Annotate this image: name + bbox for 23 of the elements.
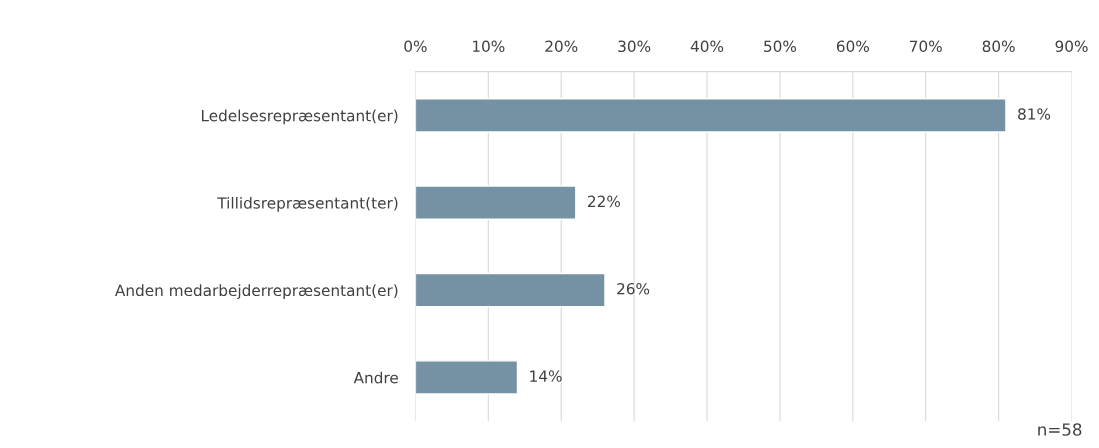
x-tick-label: 60% xyxy=(836,40,869,53)
y-tick-label: Ledelsesrepræsentant(er) xyxy=(201,109,398,125)
x-tick-label: 10% xyxy=(473,40,505,53)
y-tick-label: Tillidsrepræsentant(ter) xyxy=(217,196,398,212)
data-label: 14% xyxy=(530,370,562,382)
data-label: 26% xyxy=(617,282,650,295)
x-tick-label: 20% xyxy=(545,40,578,53)
bar xyxy=(415,98,1007,133)
x-tick-label: 40% xyxy=(690,40,724,53)
data-label: 81% xyxy=(1018,108,1051,120)
y-tick-label: Andre xyxy=(353,371,398,384)
text: n=58 xyxy=(1038,423,1082,436)
bar xyxy=(415,272,606,308)
x-tick-label: 90% xyxy=(1055,40,1088,53)
data-label: 22% xyxy=(588,195,621,208)
bar xyxy=(415,185,577,221)
x-tick-label: 70% xyxy=(910,40,942,53)
x-tick-label: 30% xyxy=(618,40,651,53)
x-tick-label: 50% xyxy=(764,40,797,53)
x-tick-label: 0% xyxy=(404,40,427,53)
y-tick-label: Anden medarbejderrepræsentant(er) xyxy=(115,284,398,300)
bar xyxy=(415,360,519,395)
x-tick-label: 80% xyxy=(982,40,1015,53)
